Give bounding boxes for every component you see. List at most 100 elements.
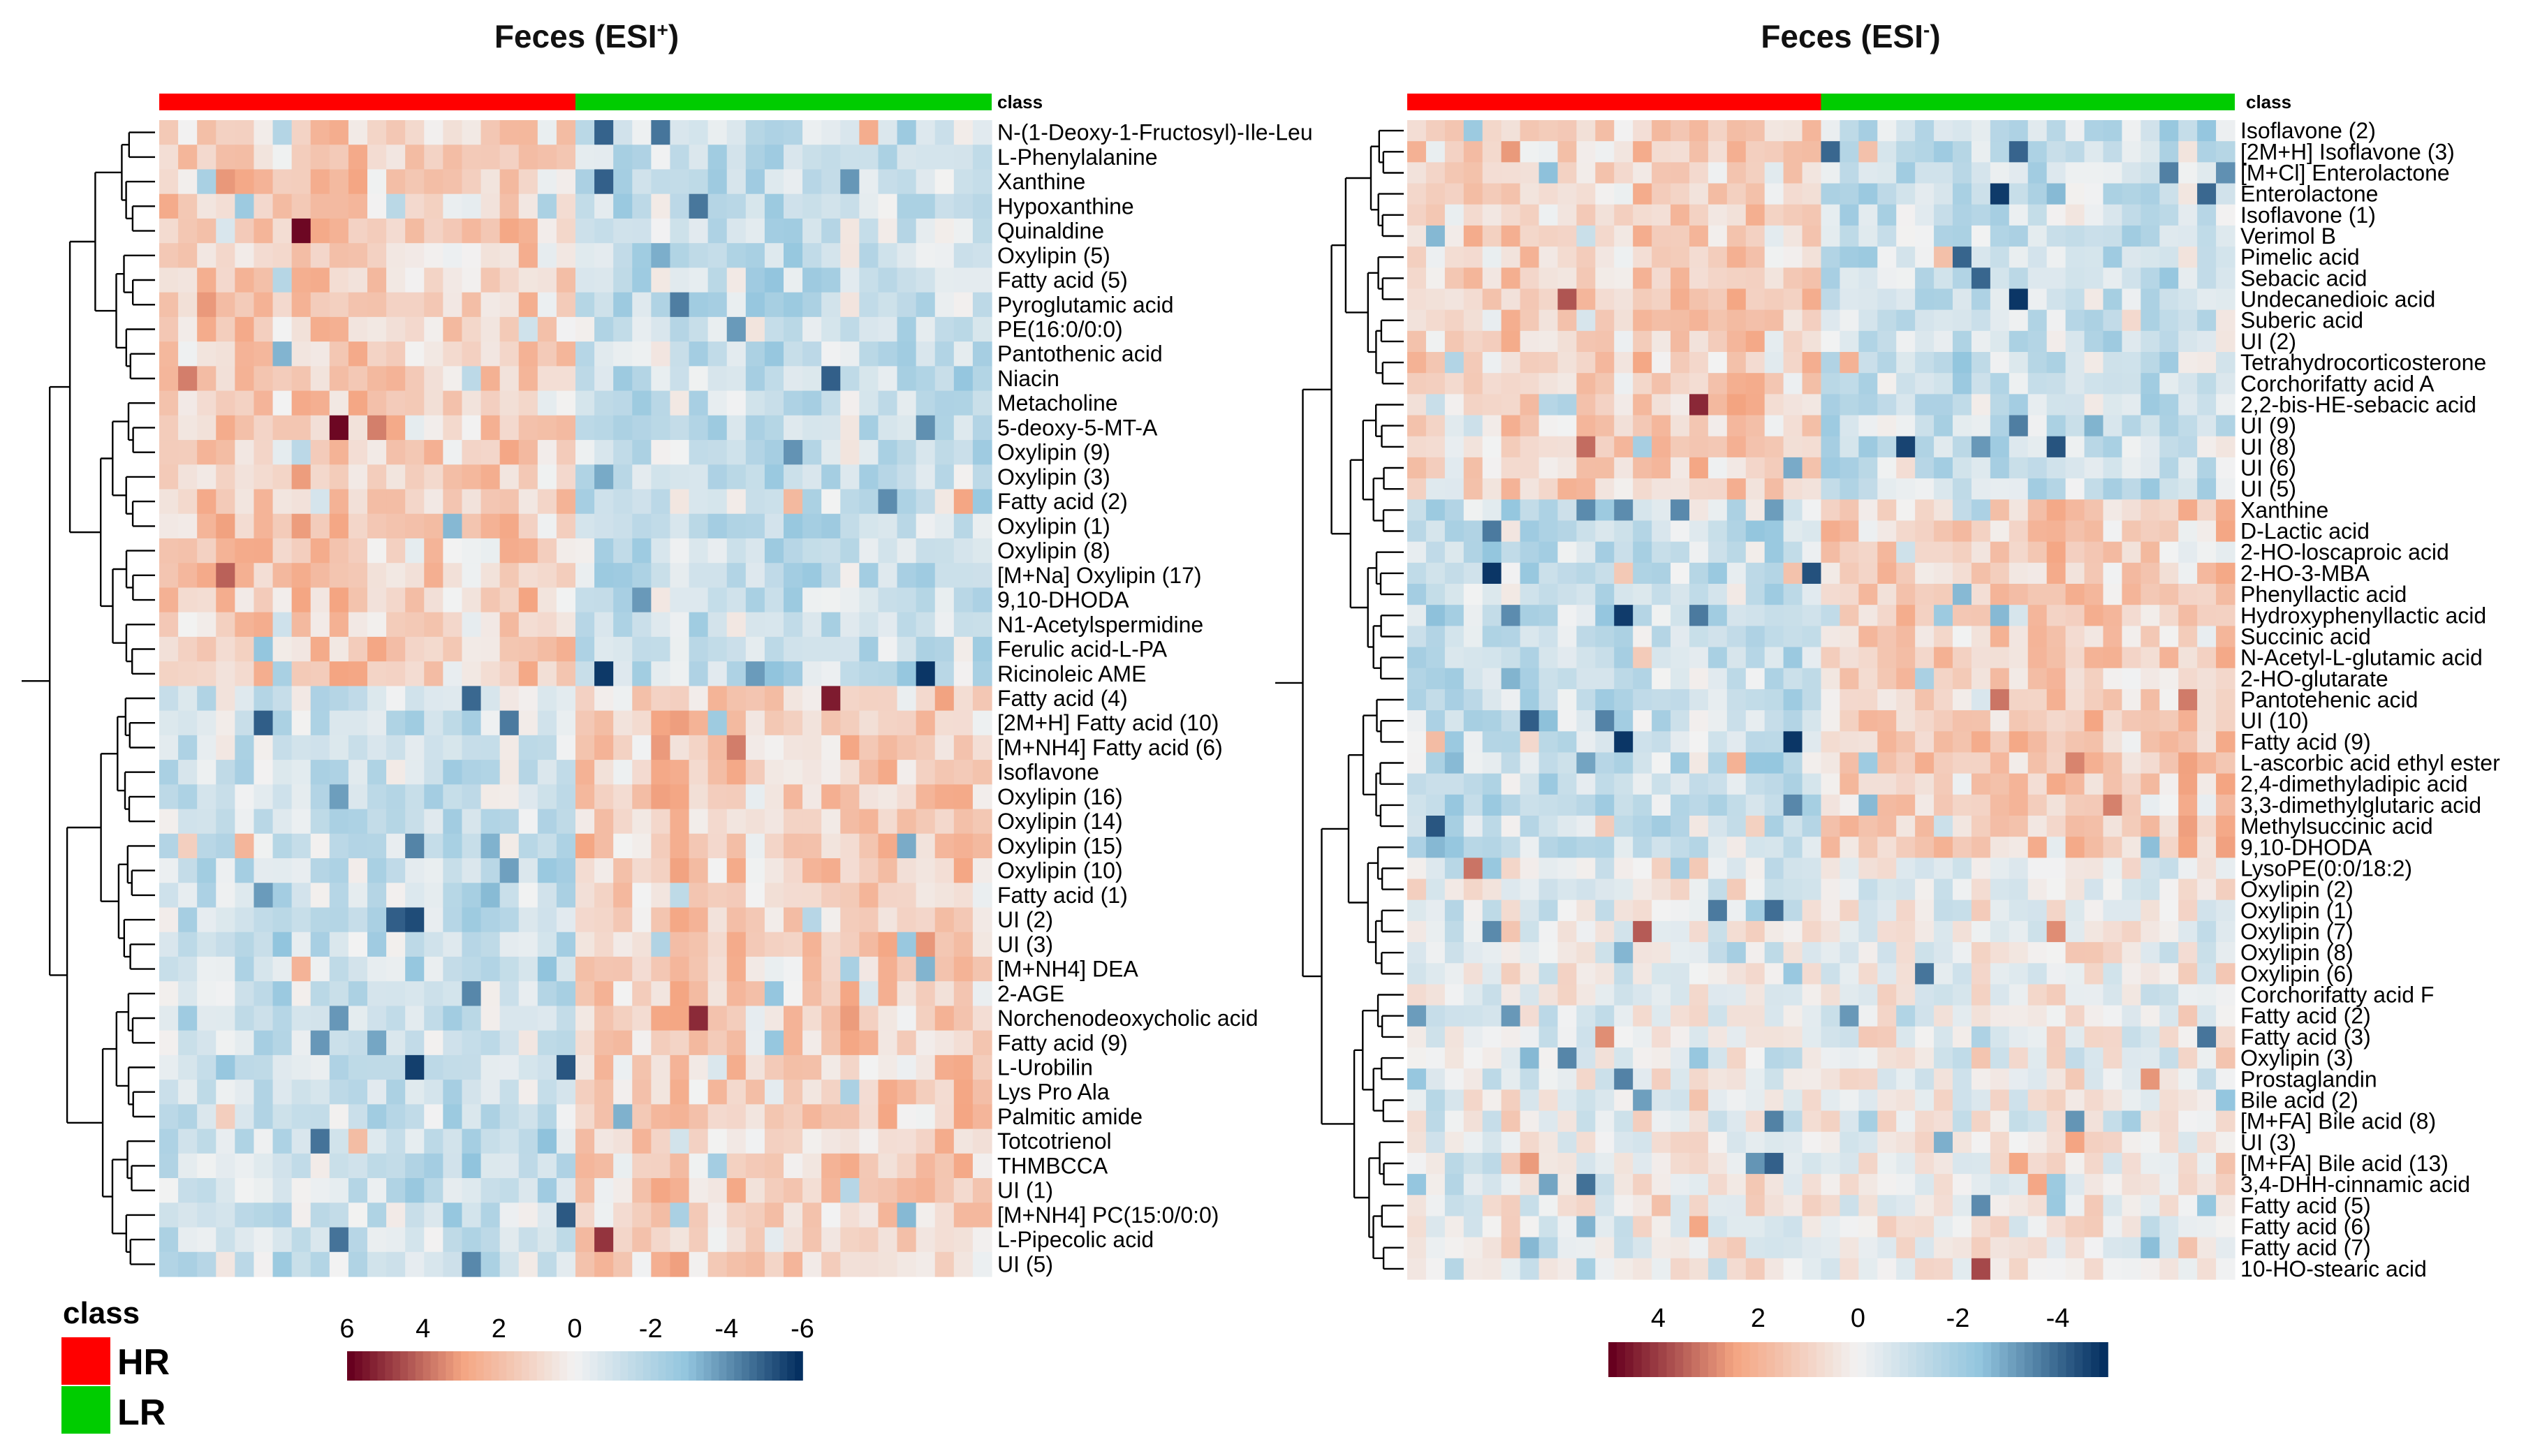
heatmap-cell [707, 563, 728, 589]
heatmap-cell [1501, 288, 1521, 311]
heatmap-cell [2103, 710, 2123, 732]
heatmap-cell [726, 1227, 747, 1253]
row-label: 9,10-DHODA [997, 587, 1129, 612]
heatmap-cell [1877, 436, 1897, 458]
heatmap-cell [2122, 457, 2141, 479]
heatmap-cell [821, 390, 841, 416]
heatmap-cell [1840, 267, 1859, 290]
heatmap-cell [972, 907, 992, 933]
heatmap-cell [2159, 478, 2179, 500]
heatmap-cell [1482, 436, 1502, 458]
heatmap-cell [1557, 1005, 1577, 1027]
heatmap-cell [1482, 373, 1502, 395]
heatmap-cell [348, 316, 368, 342]
heatmap-cell [2159, 520, 2179, 543]
heatmap-cell [499, 760, 520, 785]
heatmap-cell [764, 390, 784, 416]
heatmap-cell [1934, 288, 1953, 311]
heatmap-cell [1858, 183, 1878, 205]
heatmap-cell [953, 1203, 974, 1228]
heatmap-cell [1726, 1047, 1747, 1069]
heatmap-cell [480, 956, 501, 982]
heatmap-cell [745, 563, 765, 589]
heatmap-cell [2141, 267, 2160, 290]
heatmap-cell [953, 366, 974, 392]
heatmap-cell [556, 587, 576, 613]
heatmap-cell [1934, 247, 1953, 268]
heatmap-cell [499, 1030, 520, 1056]
colorbar-tick-label: -2 [639, 1314, 663, 1344]
heatmap-cell [1633, 1131, 1652, 1154]
heatmap-cell [310, 390, 330, 416]
heatmap-cell [1783, 520, 1803, 543]
heatmap-cell [1463, 1047, 1483, 1069]
heatmap-cell [651, 612, 671, 638]
heatmap-cell [386, 858, 406, 883]
heatmap-cell [802, 735, 822, 760]
heatmap-cell [1520, 1110, 1540, 1133]
heatmap-cell [1971, 816, 1991, 837]
heatmap-cell [802, 1153, 822, 1179]
heatmap-cell [1934, 1237, 1953, 1259]
heatmap-cell [1783, 584, 1803, 605]
heatmap-cell [178, 218, 198, 244]
heatmap-cell [745, 415, 765, 441]
heatmap-cell [499, 883, 520, 909]
heatmap-cell [745, 145, 765, 170]
heatmap-cell [367, 292, 387, 318]
heatmap-cell [1576, 899, 1596, 922]
heatmap-cell [2046, 309, 2066, 332]
colorbar-segment [1608, 1342, 1617, 1377]
heatmap-cell [1576, 541, 1596, 564]
heatmap-cell [1840, 920, 1859, 943]
heatmap-cell [632, 587, 652, 613]
heatmap-cell [2103, 1005, 2123, 1027]
heatmap-cell [2065, 225, 2085, 247]
heatmap-cell [1633, 288, 1652, 311]
heatmap-cell [972, 760, 992, 785]
heatmap-cell [1764, 794, 1784, 816]
heatmap-cell [1652, 436, 1671, 458]
heatmap-cell [2141, 1026, 2160, 1048]
row-label: Oxylipin (9) [997, 440, 1110, 465]
heatmap-cell [1407, 1216, 1427, 1238]
row-label: UI (5) [2240, 476, 2296, 501]
heatmap-cell [443, 1227, 463, 1253]
heatmap-cell [159, 1006, 179, 1031]
heatmap-cell [2197, 247, 2217, 268]
heatmap-cell [1745, 1195, 1765, 1217]
heatmap-cell [1689, 794, 1709, 816]
heatmap-cell [1953, 731, 1972, 753]
heatmap-cell [1671, 668, 1690, 690]
heatmap-cell [272, 661, 293, 686]
heatmap-cell [178, 1251, 198, 1277]
heatmap-cell [462, 193, 482, 219]
heatmap-cell [1726, 647, 1747, 669]
heatmap-cell [367, 390, 387, 416]
heatmap-cell [556, 1054, 576, 1080]
heatmap-cell [462, 858, 482, 883]
heatmap-cell [1915, 352, 1934, 374]
heatmap-cell [897, 243, 917, 268]
heatmap-cell [537, 1080, 557, 1105]
heatmap-cell [1971, 878, 1991, 901]
heatmap-cell [953, 513, 974, 539]
heatmap-cell [2046, 984, 2066, 1006]
heatmap-cell [2084, 520, 2104, 543]
heatmap-cell [575, 883, 595, 909]
heatmap-cell [272, 440, 293, 465]
heatmap-cell [1425, 562, 1446, 584]
heatmap-cell [726, 513, 747, 539]
heatmap-cell [1633, 878, 1652, 901]
heatmap-cell [972, 193, 992, 219]
heatmap-cell [2084, 1026, 2104, 1048]
heatmap-cell [745, 1054, 765, 1080]
heatmap-cell [1745, 689, 1765, 711]
heatmap-cell [462, 267, 482, 293]
heatmap-cell [2046, 1216, 2066, 1238]
heatmap-cell [953, 489, 974, 515]
heatmap-cell [480, 538, 501, 564]
heatmap-cell [1840, 837, 1859, 858]
heatmap-cell [1783, 773, 1803, 795]
heatmap-cell [1915, 752, 1934, 774]
